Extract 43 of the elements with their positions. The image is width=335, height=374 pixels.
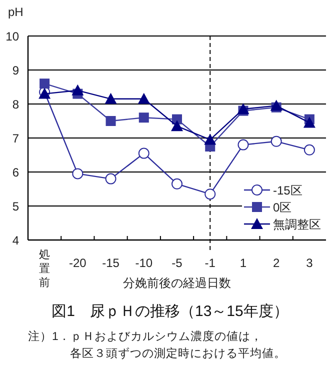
text: 注）1．ｐＨおよびカルシウム濃度の値は，: [28, 329, 262, 343]
point: [270, 100, 282, 111]
point: [40, 78, 50, 89]
legend-label: -15区: [273, 184, 302, 198]
x-tick-label: -20: [68, 256, 87, 270]
y-tick-label: 8: [12, 98, 20, 112]
y-tick-label: 5: [12, 200, 20, 214]
y-tick-label: 6: [12, 166, 20, 180]
point: [237, 103, 250, 114]
x-tick-label: 1: [240, 256, 247, 270]
y-tick-label: 7: [12, 132, 20, 146]
point: [303, 116, 316, 128]
point: [204, 188, 216, 200]
point: [304, 144, 315, 156]
point: [172, 178, 182, 190]
legend-label: 無調整区: [273, 218, 321, 232]
legend-label: 0区: [273, 200, 292, 214]
point: [204, 134, 216, 145]
point: [106, 116, 116, 126]
x-tick-label: -10: [135, 256, 153, 270]
x-tick-label: 処置前: [39, 249, 50, 289]
y-tick-label: 9: [12, 64, 20, 78]
x-tick-label: -15: [102, 256, 120, 270]
point: [138, 148, 150, 159]
x-tick-label: 2: [272, 256, 280, 270]
y-axis-title: pH: [8, 5, 24, 19]
point: [270, 136, 282, 147]
text: 各区３頭ずつの測定時における平均値。: [70, 346, 286, 360]
y-tick-label: 10: [6, 30, 20, 44]
y-tick-label: 4: [12, 234, 20, 248]
x-axis-title: 分娩前後の経過日数: [123, 276, 231, 290]
x-tick-label: -5: [172, 256, 183, 270]
point: [104, 92, 117, 104]
x-tick-label: -1: [204, 256, 216, 270]
point: [105, 173, 116, 184]
text: 図1 尿ｐＨの推移（13～15年度）: [52, 303, 288, 320]
x-tick-label: 3: [306, 256, 314, 270]
point: [138, 112, 149, 123]
point: [72, 168, 84, 180]
point: [238, 139, 249, 150]
point: [171, 120, 183, 132]
point: [72, 84, 84, 96]
point: [138, 92, 150, 104]
